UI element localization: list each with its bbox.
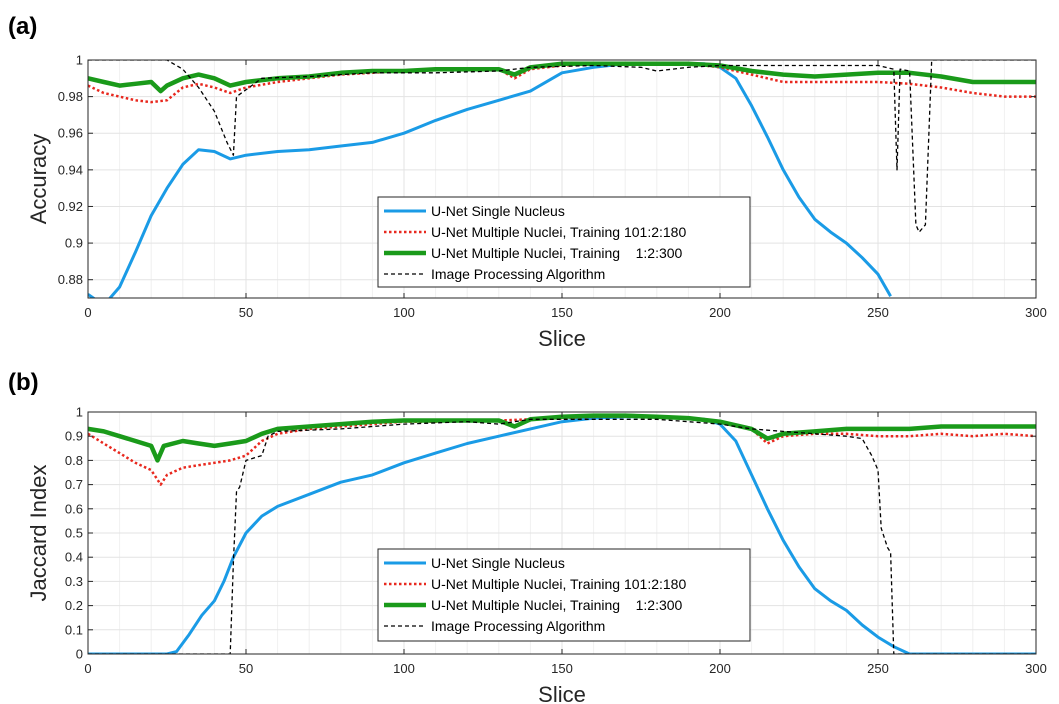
series-line-3	[88, 418, 1036, 654]
y-tick-label: 0.5	[65, 526, 83, 541]
series-line-2	[88, 61, 1036, 94]
panel-b-label: (b)	[8, 369, 39, 396]
x-tick-label: 200	[709, 305, 731, 320]
y-tick-label: 0.88	[58, 272, 83, 287]
x-tick-label: 0	[84, 305, 91, 320]
x-tick-label: 250	[867, 305, 889, 320]
y-axis-title: Accuracy	[26, 134, 51, 224]
x-tick-label: 50	[239, 305, 253, 320]
series-line-0	[88, 62, 892, 298]
y-tick-label: 0.96	[58, 126, 83, 141]
y-tick-label: 0.94	[58, 162, 83, 177]
x-tick-label: 150	[551, 661, 573, 676]
legend-entry-2: U-Net Multiple Nuclei, Training 1:2:300	[431, 245, 683, 261]
legend-entry-2: U-Net Multiple Nuclei, Training 1:2:300	[431, 597, 683, 613]
legend-entry-3: Image Processing Algorithm	[431, 266, 605, 282]
x-tick-label: 50	[239, 661, 253, 676]
y-tick-label: 0.9	[65, 236, 83, 251]
x-axis-title: Slice	[538, 682, 586, 704]
y-tick-label: 0.2	[65, 598, 83, 613]
y-tick-label: 0.1	[65, 622, 83, 637]
legend-entry-3: Image Processing Algorithm	[431, 618, 605, 634]
legend-entry-0: U-Net Single Nucleus	[431, 203, 565, 219]
legend-entry-1: U-Net Multiple Nuclei, Training 101:2:18…	[431, 224, 686, 240]
legend-box	[377, 548, 751, 642]
x-tick-label: 300	[1025, 661, 1047, 676]
y-tick-label: 0.9	[65, 429, 83, 444]
x-tick-label: 100	[393, 305, 415, 320]
y-tick-label: 0.92	[58, 199, 83, 214]
series-line-1	[88, 415, 1036, 486]
series-line-2	[88, 413, 1036, 463]
y-tick-label: 0.8	[65, 453, 83, 468]
y-tick-label: 0.4	[65, 550, 83, 565]
legend: U-Net Single Nucleus U-Net Multiple Nucle…	[377, 196, 751, 288]
panel-a-label: (a)	[8, 13, 37, 40]
legend-entry-0: U-Net Single Nucleus	[431, 555, 565, 571]
x-tick-label: 100	[393, 661, 415, 676]
y-tick-label: 0.7	[65, 477, 83, 492]
legend: U-Net Single Nucleus U-Net Multiple Nucle…	[377, 548, 751, 642]
chart-jaccard-index: 0 50 100 150 200 250 300 0 0.1 0.2 0.3 0.4 0.5 0.6 0.7…	[26, 405, 1047, 704]
chart-accuracy: 0 50 100 150 200 250 300 0.88 0.9 0.92 0.94 0.96 0.9…	[26, 53, 1047, 352]
y-tick-label: 0.6	[65, 501, 83, 516]
series-line-0	[88, 415, 1036, 654]
legend-entry-1: U-Net Multiple Nuclei, Training 101:2:18…	[431, 576, 686, 592]
x-tick-label: 150	[551, 305, 573, 320]
y-tick-label: 0.98	[58, 89, 83, 104]
x-tick-label: 0	[84, 661, 91, 676]
y-axis-title: Jaccard Index	[26, 465, 51, 602]
y-tick-label: 0.3	[65, 574, 83, 589]
x-axis-title: Slice	[538, 326, 586, 351]
y-tick-label: 1	[76, 405, 83, 420]
y-tick-label: 0	[76, 647, 83, 662]
x-tick-label: 250	[867, 661, 889, 676]
series-line-3	[88, 60, 1036, 233]
legend-box	[377, 196, 751, 288]
x-tick-label: 300	[1025, 305, 1047, 320]
x-tick-label: 200	[709, 661, 731, 676]
y-tick-label: 1	[76, 53, 83, 68]
